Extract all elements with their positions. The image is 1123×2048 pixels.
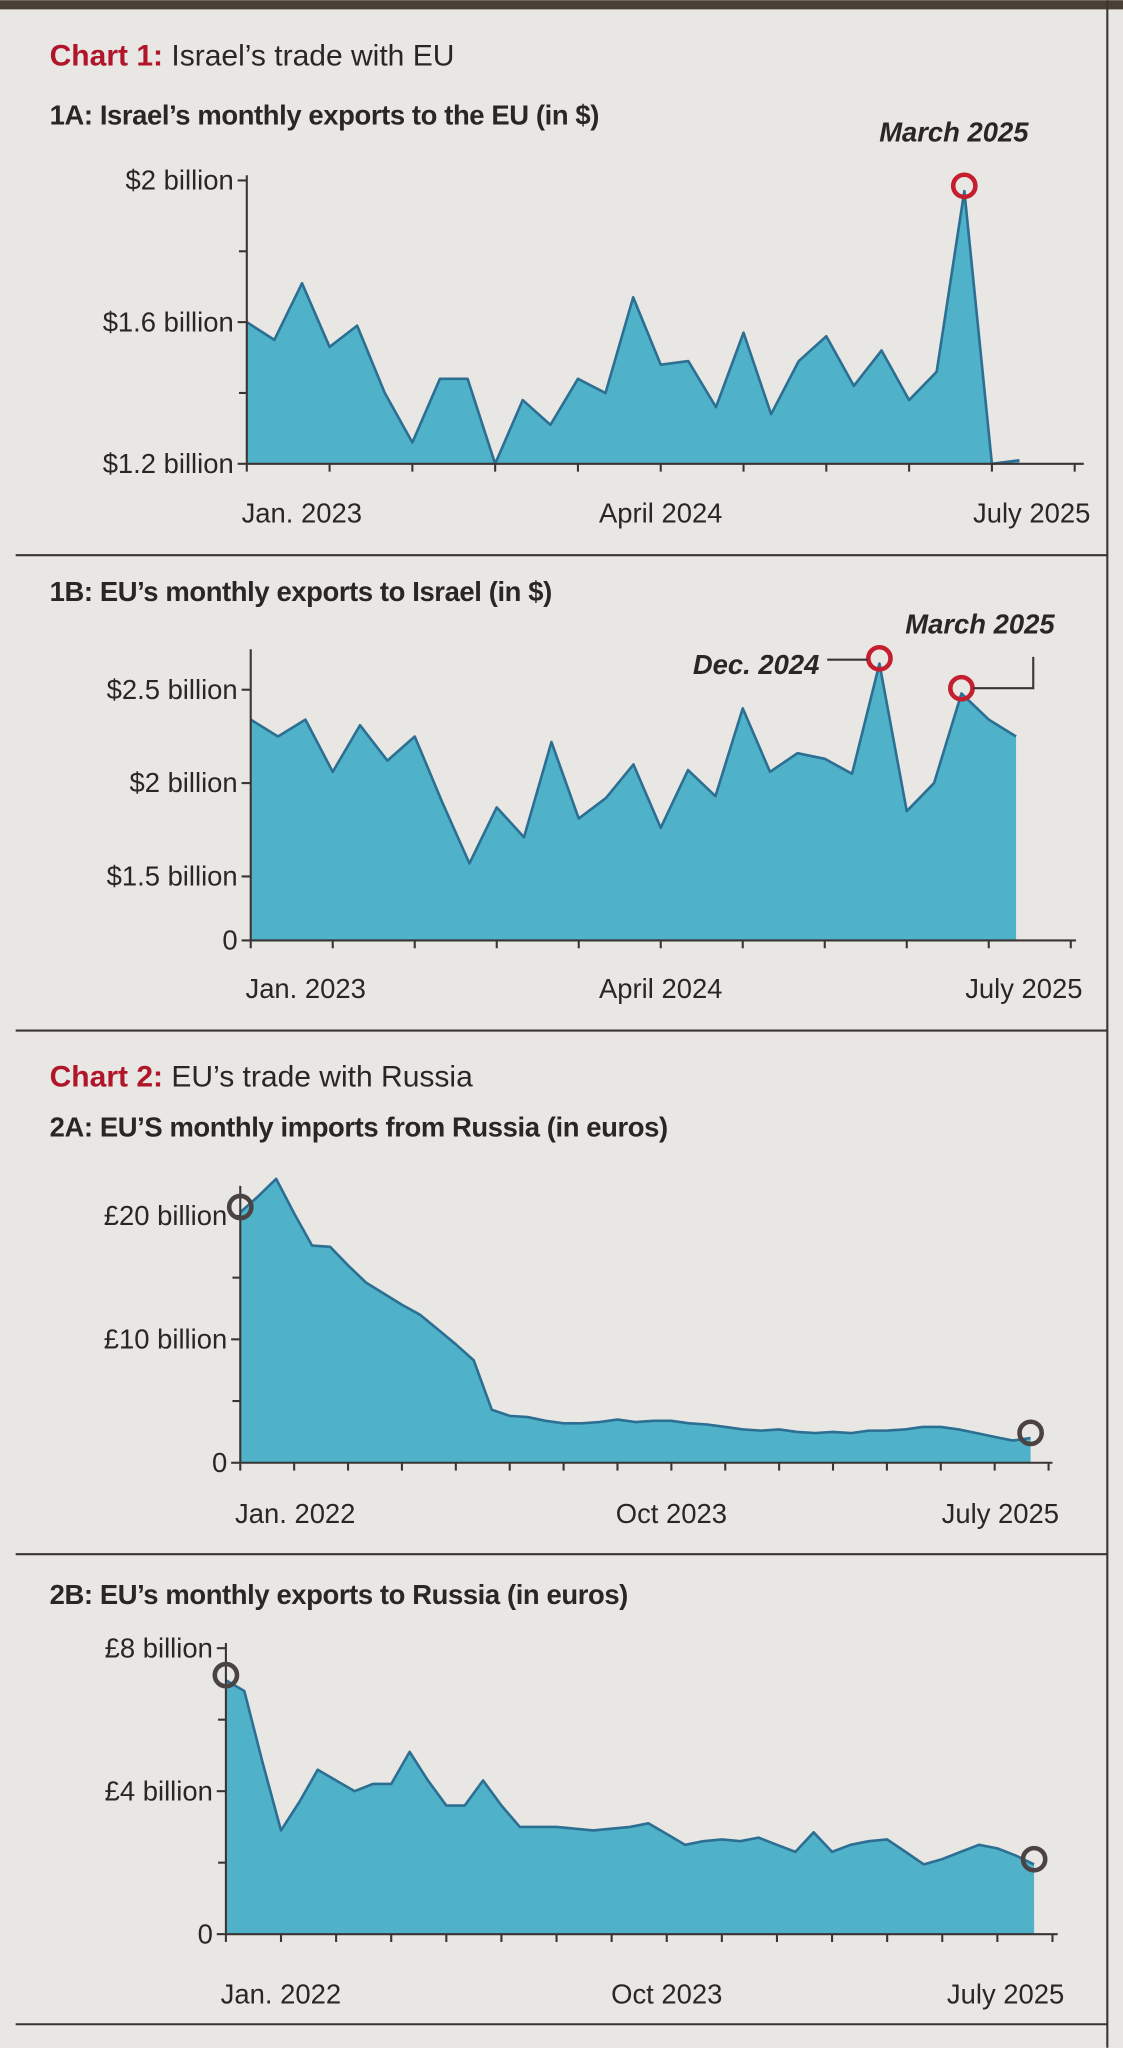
highlight-marker [950, 172, 978, 200]
series-line [239, 1177, 1031, 1442]
x-tick-label: Oct 2023 [616, 1498, 727, 1529]
y-tick-label: £10 billion [104, 1323, 227, 1354]
x-tick-label: Jan. 2022 [235, 1498, 355, 1529]
x-tick-label: July 2025 [965, 973, 1082, 1004]
section-2-label: Chart 2: [50, 1061, 163, 1094]
y-tick-label: £4 billion [105, 1775, 213, 1806]
x-tick-label: April 2024 [599, 973, 722, 1004]
series-line [250, 662, 1017, 865]
highlight-marker [226, 1193, 254, 1221]
chart-1b-title: 1B: EU’s monthly exports to Israel (in $… [50, 576, 552, 607]
y-tick-label: $2 billion [126, 165, 234, 196]
x-tick-label: April 2024 [599, 498, 722, 529]
x-tick-label: Jan. 2023 [245, 973, 365, 1004]
chart-2-plot: £20 billion £10 billion 0 Jan. 2022 Oct 2023… [104, 1177, 1059, 1529]
y-tick-label: $1.2 billion [103, 448, 234, 479]
y-tick-label: 0 [198, 1918, 213, 1949]
photo-top-edge [0, 0, 1123, 10]
series-area [250, 663, 1017, 941]
highlight-marker [866, 644, 893, 672]
series-area [246, 191, 1020, 464]
y-tick-label: $1.6 billion [103, 306, 234, 337]
y-tick-label: $2.5 billion [107, 674, 238, 705]
y-tick-label: 0 [212, 1447, 227, 1478]
section-1-label: Chart 1: [50, 40, 163, 73]
x-tick-label: July 2025 [973, 498, 1090, 529]
x-tick-label: July 2025 [942, 1498, 1059, 1529]
y-tick-label: $1.5 billion [107, 861, 238, 892]
y-tick-label: £20 billion [104, 1200, 227, 1231]
highlight-marker [1017, 1419, 1044, 1447]
chart-1a-title: 1A: Israel’s monthly exports to the EU (… [50, 99, 599, 130]
section-1-text: Israel’s trade with EU [171, 40, 454, 73]
chart-0-plot: $2 billion $1.6 billion $1.2 billion Jan. 2… [103, 116, 1091, 528]
x-tick-label: July 2025 [947, 1978, 1064, 2009]
section-2-title: Chart 2: EU’s trade with Russia [50, 1061, 473, 1094]
y-tick-label: 0 [222, 925, 237, 956]
section-2-text: EU’s trade with Russia [171, 1061, 473, 1094]
chart-1-plot: $2.5 billion $2 billion $1.5 billion 0 Jan. … [107, 608, 1083, 1004]
series-area [240, 1178, 1031, 1463]
section-1-title: Chart 1: Israel’s trade with EU [50, 40, 455, 73]
highlight-marker [1020, 1845, 1048, 1873]
chart-2b-title: 2B: EU’s monthly exports to Russia (in e… [50, 1579, 628, 1610]
y-tick-label: $2 billion [129, 767, 237, 798]
series-area [225, 1680, 1035, 1935]
highlight-marker [948, 674, 975, 702]
leader-line [973, 656, 1035, 690]
x-tick-label: Oct 2023 [611, 1978, 722, 2009]
series-line [246, 189, 1020, 466]
highlight-marker [212, 1661, 240, 1689]
chart-2a-title: 2A: EU’S monthly imports from Russia (in… [50, 1111, 668, 1142]
highlight-label: March 2025 [905, 608, 1055, 639]
y-tick-label: £8 billion [105, 1632, 213, 1663]
x-tick-label: Jan. 2022 [221, 1978, 341, 2009]
chart-3-plot: £8 billion £4 billion 0 Jan. 2022 Oct 2023 Ju… [105, 1632, 1065, 2009]
charts-layer: $2 billion $1.6 billion $1.2 billion Jan. 2… [103, 116, 1091, 2009]
series-line [225, 1679, 1035, 1866]
highlight-label: Dec. 2024 [693, 649, 819, 680]
x-tick-label: Jan. 2023 [242, 498, 362, 529]
highlight-label: March 2025 [879, 116, 1029, 147]
